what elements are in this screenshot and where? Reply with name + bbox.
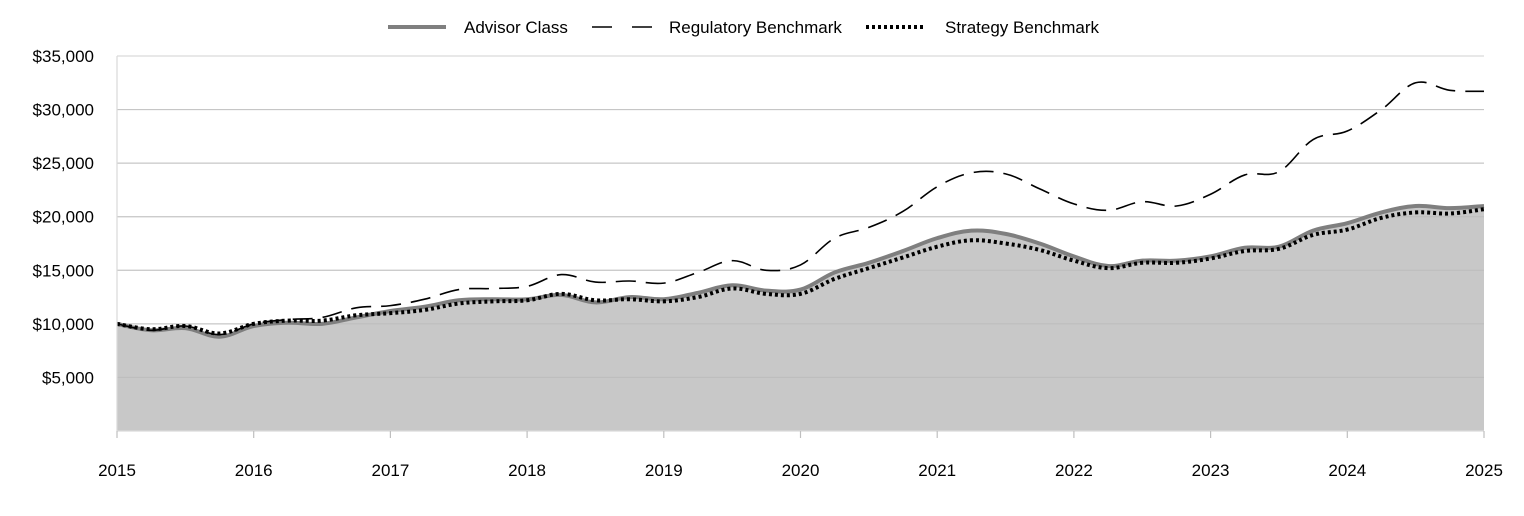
x-tick-label: 2016 — [235, 461, 273, 480]
x-tick-label: 2015 — [98, 461, 136, 480]
x-tick-label: 2025 — [1465, 461, 1503, 480]
x-axis-tick-labels: 2015 2016 2017 2018 2019 2020 2021 2022 2023 2024… — [98, 461, 1503, 480]
series-line-advisor-class — [116, 203, 1485, 339]
legend-regulatory-benchmark-label: Regulatory Benchmark — [669, 18, 842, 37]
x-tick-label: 2021 — [918, 461, 956, 480]
y-tick-label: $20,000 — [33, 208, 94, 227]
legend-advisor-class-label: Advisor Class — [464, 18, 568, 37]
x-tick-label: 2018 — [508, 461, 546, 480]
x-tick-label: 2023 — [1192, 461, 1230, 480]
y-tick-label: $5,000 — [42, 368, 94, 387]
axes — [116, 56, 1485, 438]
x-tick-label: 2020 — [782, 461, 820, 480]
y-tick-label: $35,000 — [33, 47, 94, 66]
x-tick-label: 2019 — [645, 461, 683, 480]
series-line-regulatory-benchmark — [116, 81, 1485, 336]
y-tick-label: $30,000 — [33, 101, 94, 120]
y-axis-tick-labels: $5,000 $10,000 $15,000 $20,000 $25,000 $30,00… — [33, 47, 94, 387]
series-line-strategy-benchmark — [116, 207, 1485, 336]
area-layer — [117, 109, 1484, 431]
y-tick-label: $10,000 — [33, 315, 94, 334]
y-tick-label: $15,000 — [33, 261, 94, 280]
series-lines — [116, 81, 1485, 339]
y-tick-label: $25,000 — [33, 154, 94, 173]
x-tick-label: 2022 — [1055, 461, 1093, 480]
advisor-class-area — [117, 205, 1484, 431]
legend: Advisor Class Regulatory Benchmark Strateg… — [388, 18, 1100, 37]
x-tick-label: 2024 — [1328, 461, 1366, 480]
legend-strategy-benchmark-label: Strategy Benchmark — [945, 18, 1100, 37]
x-tick-label: 2017 — [371, 461, 409, 480]
